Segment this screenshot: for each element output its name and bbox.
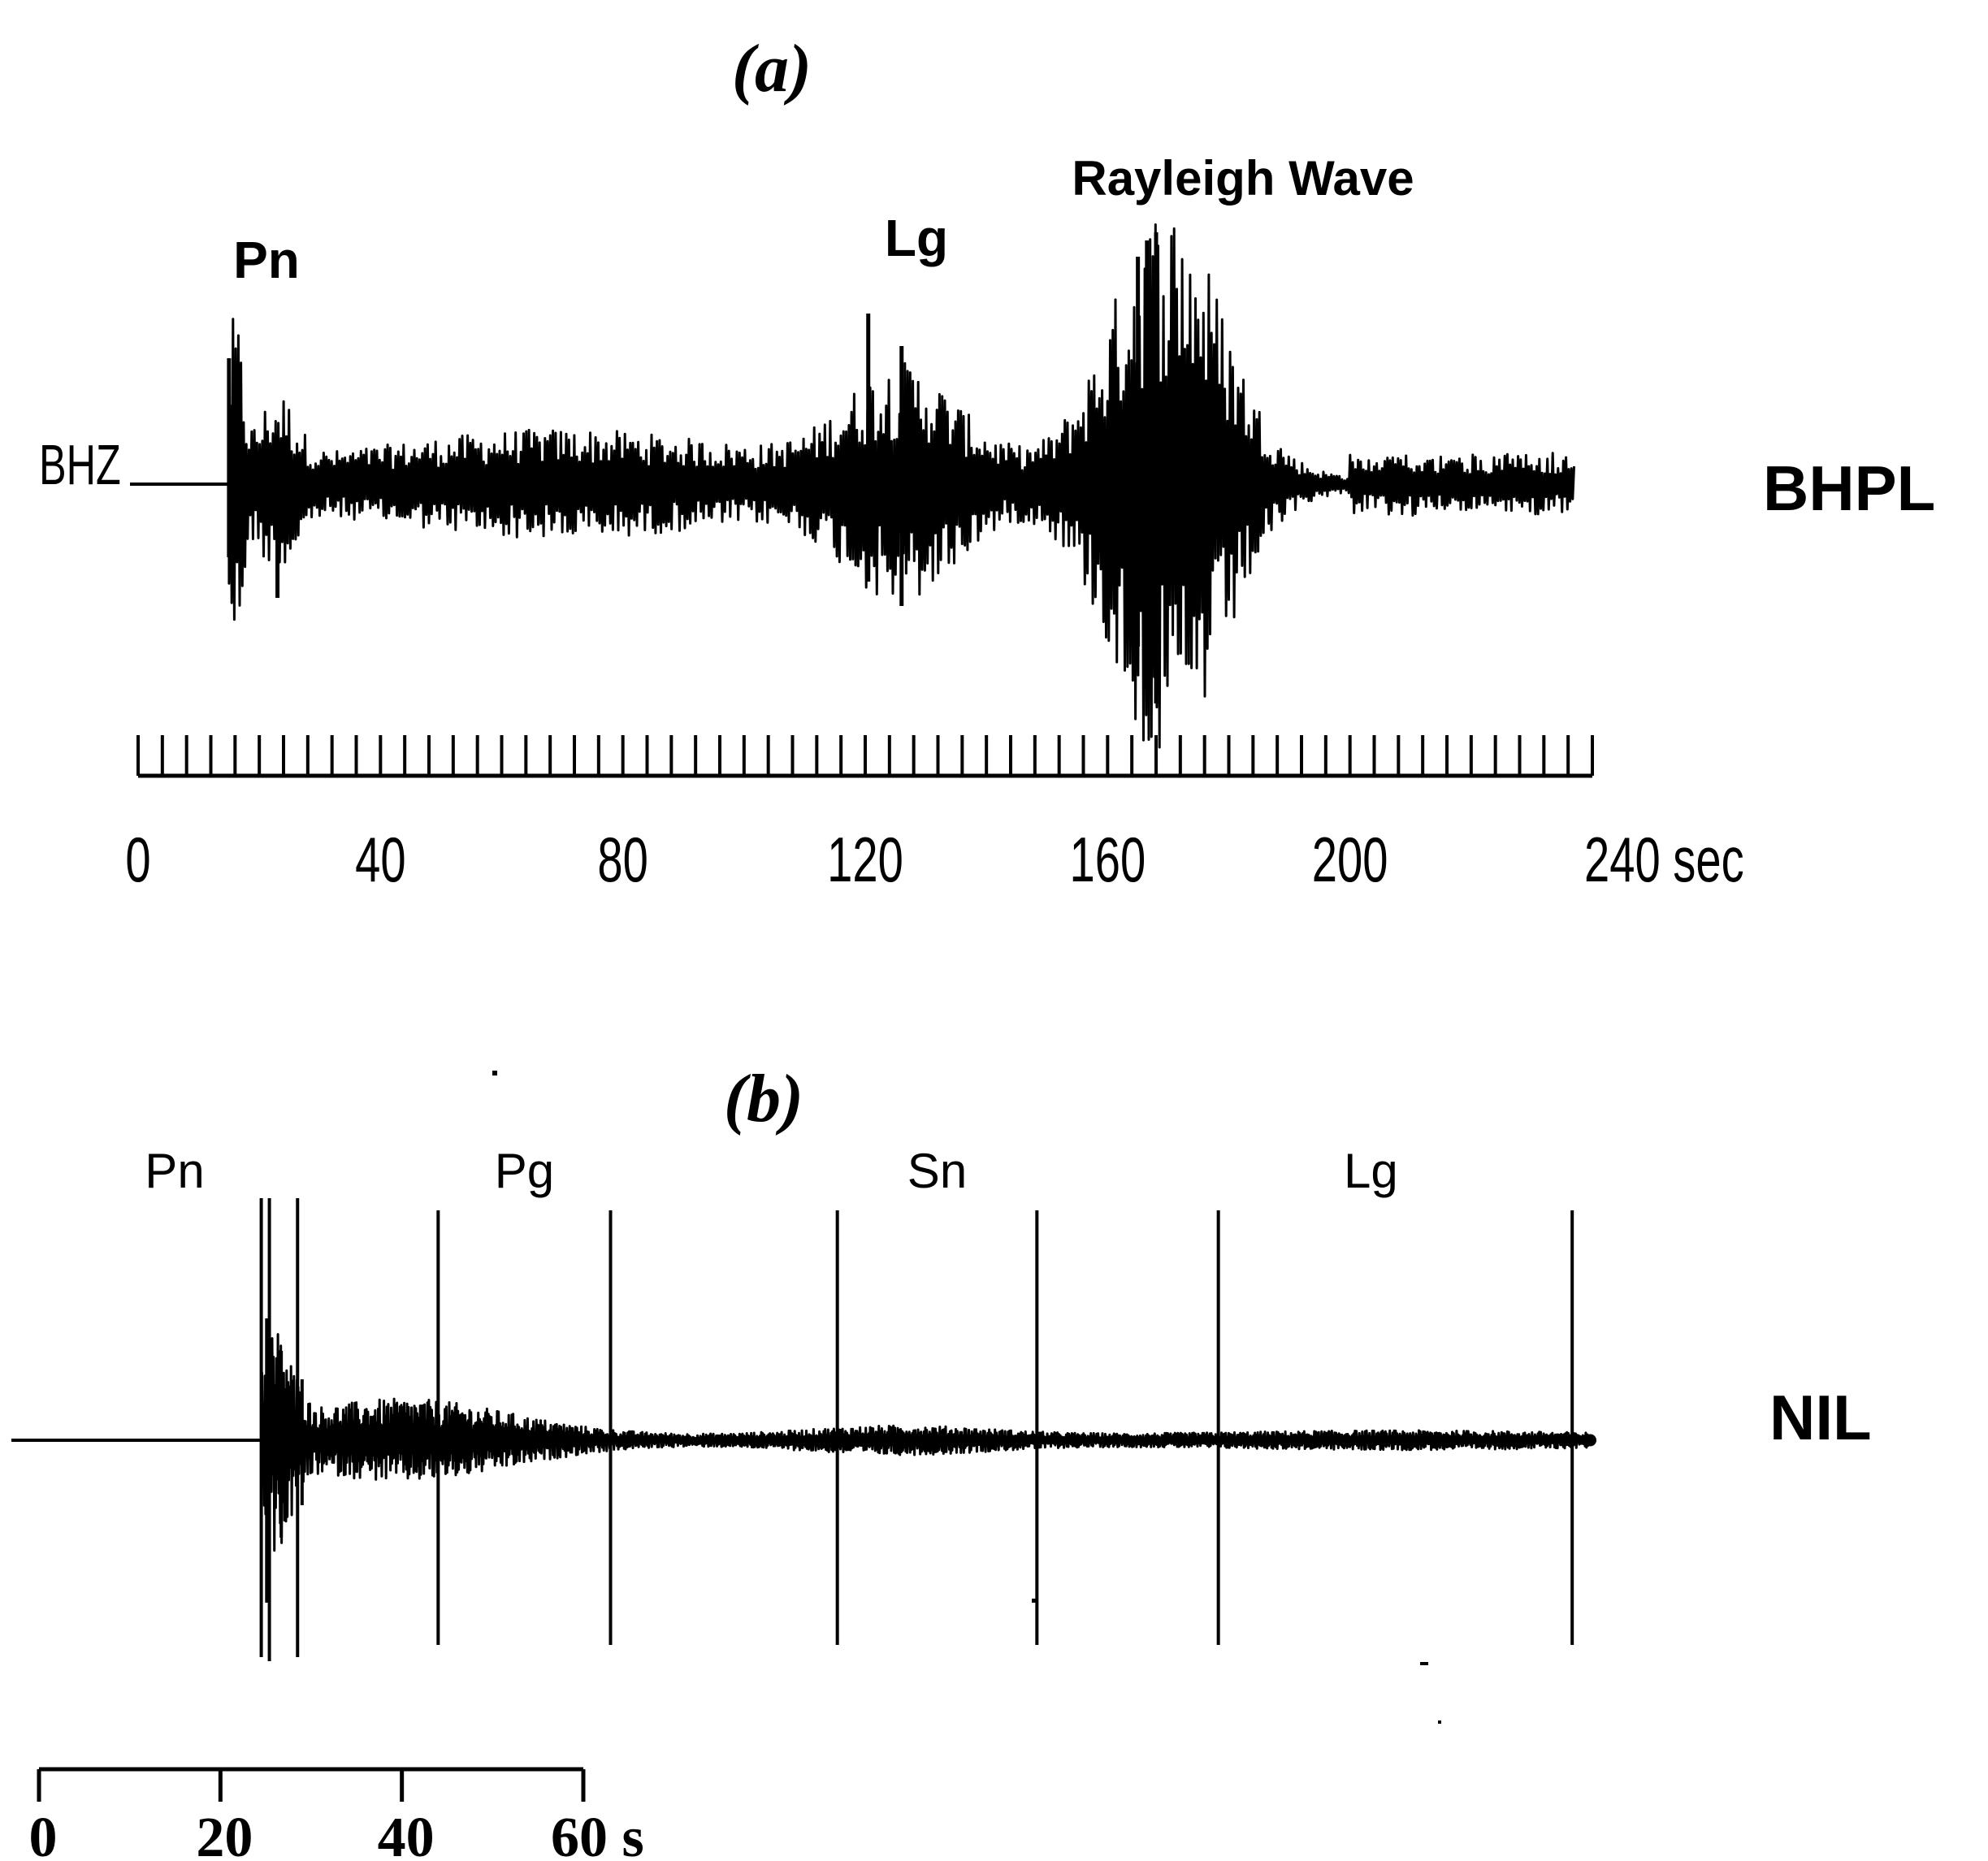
scale-bar-label: 40	[378, 1807, 435, 1861]
phase-label-lg-a: Lg	[885, 209, 948, 267]
station-label-bhpl: BHPL	[1763, 452, 1935, 524]
scale-bar-label: 20	[196, 1807, 253, 1861]
time-scale-bar-b: 0 20 40 60 s	[29, 1767, 644, 1861]
print-specks	[492, 1071, 1441, 1724]
waveform-trace-a	[130, 223, 1575, 749]
phase-label-rayleigh-wave: Rayleigh Wave	[1072, 151, 1414, 206]
axis-tick-label-a: 120	[827, 824, 903, 895]
trace-b-waveform	[260, 1333, 1592, 1552]
axis-tick-label-a: 200	[1312, 824, 1388, 895]
axis-tick-label-a: 160	[1069, 824, 1146, 895]
panel-b-label: (b)	[724, 1061, 803, 1136]
phase-label-pn-b: Pn	[145, 1144, 204, 1198]
phase-label-lg-b: Lg	[1344, 1144, 1398, 1198]
scale-bar-label: 0	[29, 1807, 58, 1861]
waveform-trace-b	[11, 1318, 1596, 1603]
axis-tick-label-a: 40	[355, 824, 405, 895]
trace-b-end-dot	[1584, 1434, 1596, 1447]
station-label-nil: NIL	[1769, 1382, 1872, 1453]
scale-bar-label: 60 s	[551, 1807, 644, 1861]
phase-label-pg-b: Pg	[495, 1144, 554, 1198]
axis-tick-label-a: 80	[597, 824, 648, 895]
panel-a: (a) Pn Lg Rayleigh Wave BHZ BHPL 0 40 80 12…	[39, 31, 1935, 895]
phase-label-sn-b: Sn	[907, 1144, 967, 1198]
panel-a-label: (a)	[732, 31, 812, 106]
channel-label-bhz: BHZ	[39, 433, 121, 496]
phase-labels-b: Pn Pg Sn Lg	[145, 1144, 1397, 1198]
phase-label-pn-a: Pn	[233, 231, 300, 289]
axis-tick-label-a: 240 sec	[1584, 824, 1744, 895]
time-axis-a: 0 40 80 120 160 200 240 sec	[125, 735, 1744, 895]
axis-tick-label-a: 0	[125, 824, 150, 895]
panel-b: (b) Pn Pg Sn Lg NIL 0 20 40 60 s	[11, 1061, 1872, 1861]
